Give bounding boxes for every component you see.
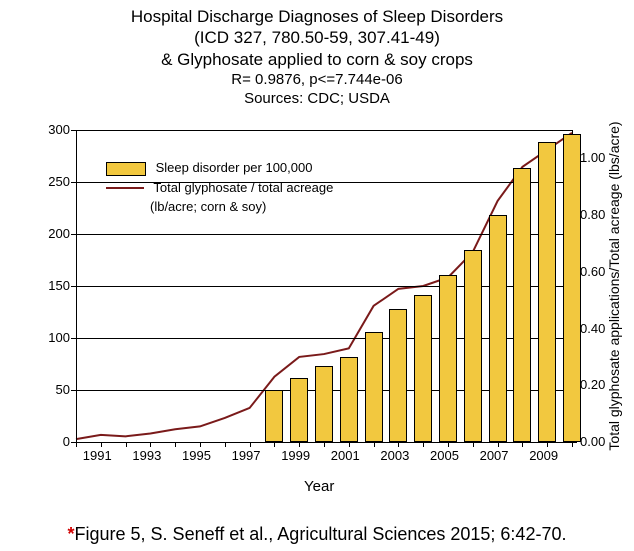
bar xyxy=(513,168,531,442)
y-left-tick-label: 250 xyxy=(48,174,70,189)
x-tick-label: 1995 xyxy=(182,448,211,463)
bar xyxy=(340,357,358,442)
title-sources: Sources: CDC; USDA xyxy=(0,89,634,109)
x-tick xyxy=(423,442,424,447)
x-axis-title: Year xyxy=(304,478,334,495)
bar xyxy=(538,142,556,442)
x-tick xyxy=(473,442,474,447)
x-tick xyxy=(547,442,548,447)
x-tick xyxy=(522,442,523,447)
title-line-2: (ICD 327, 780.50-59, 307.41-49) xyxy=(0,27,634,48)
x-tick xyxy=(572,442,573,447)
gridline xyxy=(76,182,572,183)
title-line-1: Hospital Discharge Diagnoses of Sleep Di… xyxy=(0,6,634,27)
x-tick-label: 2001 xyxy=(331,448,360,463)
bar xyxy=(290,378,308,442)
legend-bars-row: Sleep disorder per 100,000 xyxy=(106,160,333,176)
caption-asterisk-icon: * xyxy=(68,524,75,544)
x-tick-label: 2007 xyxy=(480,448,509,463)
chart-legend: Sleep disorder per 100,000 Total glyphos… xyxy=(106,160,333,219)
y-left-tick xyxy=(71,182,76,183)
bar xyxy=(563,134,581,442)
x-tick xyxy=(448,442,449,447)
y-left-tick-label: 100 xyxy=(48,330,70,345)
figure-caption: *Figure 5, S. Seneff et al., Agricultura… xyxy=(0,524,634,545)
bar xyxy=(414,295,432,442)
y-right-tick-label: 0.40 xyxy=(580,321,605,336)
y-right-tick-label: 1.00 xyxy=(580,150,605,165)
x-tick xyxy=(150,442,151,447)
bar xyxy=(315,366,333,442)
x-tick xyxy=(76,442,77,447)
x-tick xyxy=(274,442,275,447)
x-tick-label: 1997 xyxy=(232,448,261,463)
axis-border-top xyxy=(76,130,572,131)
x-tick xyxy=(299,442,300,447)
legend-line-swatch xyxy=(106,187,144,189)
y-right-tick-label: 0.20 xyxy=(580,377,605,392)
x-tick xyxy=(374,442,375,447)
caption-text: Figure 5, S. Seneff et al., Agricultural… xyxy=(75,524,567,544)
legend-line-sublabel: (lb/acre; corn & soy) xyxy=(150,199,333,215)
x-tick-label: 2003 xyxy=(380,448,409,463)
bar xyxy=(389,309,407,442)
y-left-tick xyxy=(71,234,76,235)
title-stats: R= 0.9876, p<=7.744e-06 xyxy=(0,70,634,90)
x-tick-label: 1991 xyxy=(83,448,112,463)
y-left-tick xyxy=(71,286,76,287)
y-left-tick-label: 150 xyxy=(48,278,70,293)
y-left-tick-label: 0 xyxy=(63,434,70,449)
bar xyxy=(439,275,457,442)
bar xyxy=(365,332,383,442)
x-tick-label: 1999 xyxy=(281,448,310,463)
x-tick xyxy=(250,442,251,447)
y-left-tick xyxy=(71,390,76,391)
legend-bar-swatch xyxy=(106,162,146,176)
x-tick xyxy=(101,442,102,447)
x-tick xyxy=(324,442,325,447)
bar xyxy=(489,215,507,442)
y-axis-right-title: Total glyphosate applications/Total acre… xyxy=(606,121,622,450)
x-tick xyxy=(126,442,127,447)
bar xyxy=(265,390,283,442)
y-left-tick-label: 200 xyxy=(48,226,70,241)
x-tick xyxy=(175,442,176,447)
y-right-tick-label: 0.00 xyxy=(580,434,605,449)
title-line-3: & Glyphosate applied to corn & soy crops xyxy=(0,49,634,70)
x-tick-label: 1993 xyxy=(132,448,161,463)
y-left-tick-label: 300 xyxy=(48,122,70,137)
y-left-tick-label: 50 xyxy=(56,382,70,397)
x-tick xyxy=(200,442,201,447)
x-tick xyxy=(349,442,350,447)
y-right-tick-label: 0.60 xyxy=(580,264,605,279)
y-left-tick xyxy=(71,130,76,131)
legend-bars-label: Sleep disorder per 100,000 xyxy=(156,160,313,175)
y-left-tick xyxy=(71,338,76,339)
x-tick xyxy=(225,442,226,447)
x-tick xyxy=(498,442,499,447)
x-tick xyxy=(398,442,399,447)
y-right-tick-label: 0.80 xyxy=(580,207,605,222)
chart-title-block: Hospital Discharge Diagnoses of Sleep Di… xyxy=(0,6,634,109)
bar xyxy=(464,250,482,442)
x-tick-label: 2005 xyxy=(430,448,459,463)
x-tick-label: 2009 xyxy=(529,448,558,463)
